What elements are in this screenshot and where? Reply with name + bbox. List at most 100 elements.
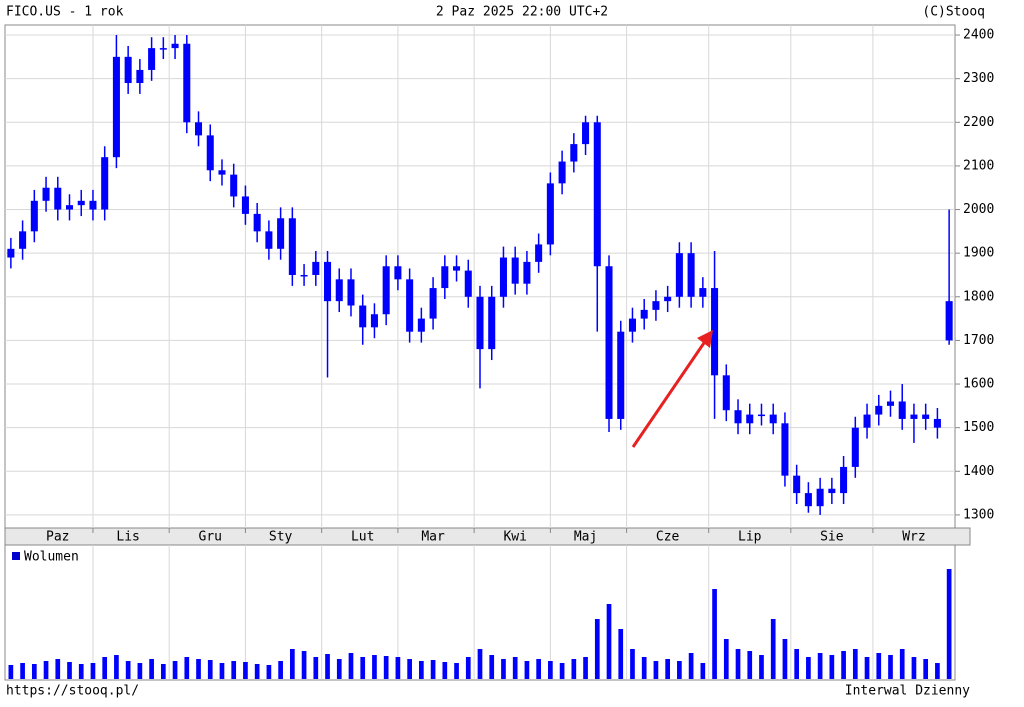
volume-bar: [536, 659, 541, 679]
candle-body: [359, 305, 367, 328]
volume-bar: [641, 657, 647, 679]
chart-title: FICO.US - 1 rok: [6, 5, 124, 20]
candle-body: [65, 205, 74, 210]
marks: 1300 1400 1500 1600 1700 1800 1900 2000 2100 2200…: [5, 25, 994, 679]
candle-body: [840, 466, 848, 494]
candle-body: [570, 144, 578, 162]
volume-bar: [806, 657, 811, 679]
candle-body: [7, 248, 15, 258]
volume-bar: [90, 663, 96, 679]
volume-bar: [430, 660, 436, 679]
volume-bar: [348, 653, 354, 679]
source: (C)Stooq: [922, 5, 985, 20]
candle-body: [664, 296, 672, 302]
volume-bar: [172, 661, 178, 679]
volume-bar: [677, 661, 682, 679]
candle-body: [265, 231, 273, 249]
volume-bar: [782, 639, 788, 679]
footer-left[interactable]: https://stooq.pl/: [6, 684, 139, 699]
candle-body: [312, 261, 320, 275]
volume-bar: [794, 649, 800, 679]
y-tick-label: 2000: [963, 202, 994, 217]
x-tick-label: Lis: [116, 530, 139, 545]
volume-bar: [477, 649, 483, 679]
volume-bar: [723, 639, 729, 679]
volume-bar: [935, 663, 940, 679]
volume-bar: [923, 659, 929, 679]
volume-bar: [20, 663, 25, 679]
candle-body: [769, 414, 777, 424]
volume-bar: [524, 661, 530, 679]
y-tick-label: 1500: [963, 420, 994, 435]
volume-bar: [653, 661, 659, 679]
candle-body: [488, 296, 496, 350]
volume-bar: [864, 657, 870, 679]
volume-bar: [841, 651, 846, 679]
volume-bar: [290, 649, 295, 679]
volume-bar: [231, 661, 237, 679]
candle-body: [582, 122, 590, 145]
volume-bar: [735, 649, 741, 679]
candle-body: [734, 410, 742, 424]
volume-bar: [688, 653, 694, 679]
candle-body: [159, 48, 167, 50]
candle-body: [453, 266, 461, 271]
volume-bar: [219, 663, 225, 679]
candle-body: [945, 301, 953, 341]
candle-body: [183, 43, 191, 123]
volume-bar: [852, 649, 858, 679]
candle-body: [406, 279, 414, 332]
candle-body: [54, 187, 62, 210]
volume-bar: [876, 653, 882, 679]
candle-body: [394, 266, 402, 280]
candle-body: [288, 218, 296, 275]
candle-body: [324, 261, 332, 302]
legend-swatch: [12, 552, 20, 560]
candle-body: [499, 257, 507, 297]
candle-body: [30, 200, 38, 232]
y-tick-label: 2100: [963, 158, 994, 173]
candle-body: [241, 196, 249, 214]
candle-body: [781, 423, 789, 476]
x-tick-label: Lut: [351, 530, 374, 545]
candle-body: [429, 288, 437, 319]
y-tick-label: 1900: [963, 246, 994, 261]
y-tick-label: 1400: [963, 464, 994, 479]
candle-body: [42, 187, 50, 201]
volume-bar: [372, 655, 377, 679]
volume-bar: [946, 569, 952, 679]
annotation-arrow: [631, 339, 708, 448]
footer-right: Interwal Dzienny: [845, 684, 970, 699]
candle-body: [206, 135, 214, 171]
candle-body: [933, 418, 941, 428]
candle-body: [652, 301, 660, 310]
candle-body: [863, 414, 871, 428]
y-tick-label: 1300: [963, 507, 994, 522]
candle-body: [464, 270, 472, 297]
volume-bar: [888, 655, 893, 679]
volume-bar: [196, 659, 201, 679]
x-tick-label: Kwi: [503, 530, 526, 545]
volume-bar: [899, 649, 905, 679]
volume-bar: [759, 655, 764, 679]
volume-bar: [465, 657, 471, 679]
candle-body: [910, 414, 918, 419]
x-tick-label: Sty: [269, 530, 293, 545]
candle-body: [277, 218, 285, 249]
volume-bar: [31, 664, 37, 679]
candle-body: [687, 253, 695, 297]
volume-bar: [442, 662, 448, 679]
candle-body: [511, 257, 519, 284]
volume-bar: [325, 654, 330, 679]
candle-body: [77, 200, 85, 206]
volume-bar: [747, 651, 753, 679]
candle-body: [875, 405, 883, 415]
candle-body: [171, 43, 179, 49]
volume-bar: [207, 660, 213, 679]
candle-body: [699, 288, 707, 297]
candle-body: [347, 279, 355, 306]
volume-bar: [571, 659, 577, 679]
volume-bar: [594, 619, 600, 679]
volume-bar: [583, 657, 588, 679]
candle-body: [136, 69, 144, 84]
